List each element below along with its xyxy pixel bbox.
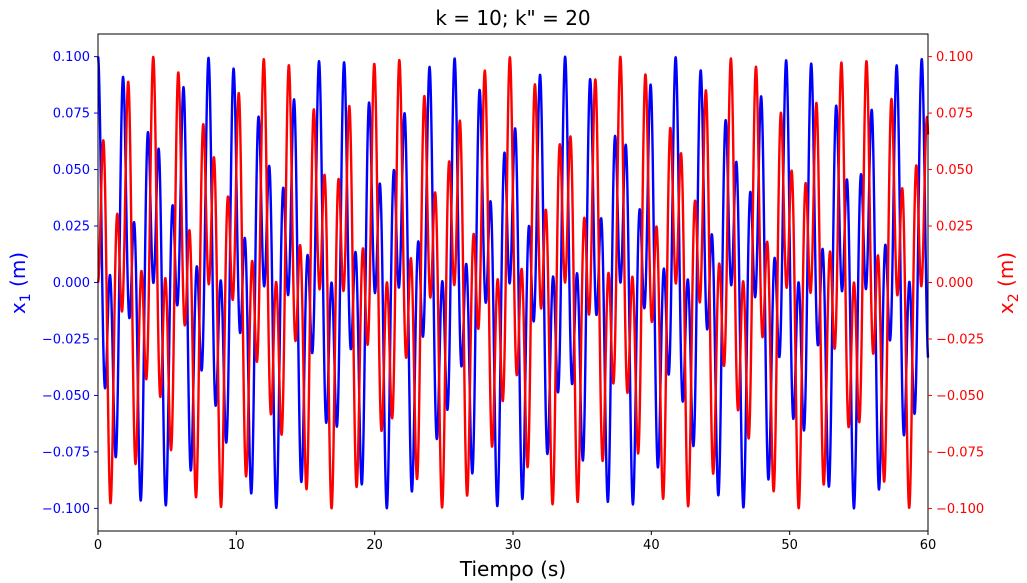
y-tick-label-left: 0.100: [53, 50, 90, 65]
y-axis-left-title-main: x: [6, 302, 30, 314]
y-tick-label-left: −0.025: [42, 332, 90, 347]
series-line-x2: [98, 57, 928, 508]
y-tick-label-right: −0.075: [936, 445, 984, 460]
x-tick-label: 20: [366, 538, 383, 553]
x-tick-label: 0: [94, 538, 102, 553]
y-axis-right-title-main: x: [994, 302, 1018, 314]
y-axis-left-title-unit: (m): [6, 252, 30, 293]
x-tick-label: 30: [505, 538, 522, 553]
y-tick-label-right: 0.075: [936, 107, 973, 122]
y-tick-label-left: 0.075: [53, 107, 90, 122]
y-tick-label-left: 0.025: [53, 220, 90, 235]
y-tick-label-right: 0.000: [936, 276, 973, 291]
x-tick-label: 40: [643, 538, 660, 553]
y-axis-right: 0.100 0.075 0.050 0.025 0.000 −0.025 −0.050 −0.…: [928, 50, 984, 517]
y-axis-left-title-sub: 1: [18, 293, 34, 302]
y-axis-right-title-unit: (m): [994, 252, 1018, 293]
y-tick-label-right: −0.025: [936, 332, 984, 347]
y-tick-label-right: 0.050: [936, 163, 973, 178]
y-tick-label-right: 0.100: [936, 50, 973, 65]
plot-area: [98, 34, 928, 531]
y-axis-left: 0.100 0.075 0.050 0.025 0.000 −0.025 −0.050 −0.…: [42, 50, 98, 517]
y-tick-label-left: −0.075: [42, 445, 90, 460]
y-tick-label-right: −0.100: [936, 502, 984, 517]
y-tick-label-left: −0.050: [42, 389, 90, 404]
y-axis-right-title: x2 (m): [994, 252, 1022, 314]
y-axis-right-title-sub: 2: [1006, 293, 1022, 302]
x-tick-label: 60: [920, 538, 937, 553]
y-axis-left-title: x1 (m): [6, 252, 34, 314]
y-tick-label-right: −0.050: [936, 389, 984, 404]
chart-title: k = 10; k" = 20: [435, 6, 590, 30]
x-tick-label: 10: [228, 538, 245, 553]
x-axis-title: Tiempo (s): [459, 557, 566, 581]
x-tick-label: 50: [781, 538, 798, 553]
y-tick-label-right: 0.025: [936, 220, 973, 235]
y-tick-label-left: −0.100: [42, 502, 90, 517]
y-tick-label-left: 0.050: [53, 163, 90, 178]
y-tick-label-left: 0.000: [53, 276, 90, 291]
x-axis: 0 10 20 30 40 50 60: [94, 531, 936, 553]
